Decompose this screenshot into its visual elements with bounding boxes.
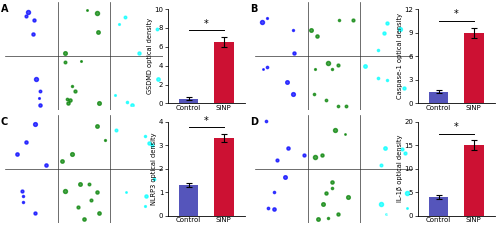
Text: Hoechst: Hoechst xyxy=(271,5,291,11)
Y-axis label: NLRP3 optical density: NLRP3 optical density xyxy=(152,133,158,205)
Text: SiNP: SiNP xyxy=(240,78,245,89)
Y-axis label: Caspase-1 optical density: Caspase-1 optical density xyxy=(397,13,403,99)
Text: Merge: Merge xyxy=(128,5,144,11)
Text: NLRP3: NLRP3 xyxy=(76,118,92,123)
Bar xyxy=(179,99,199,104)
Text: GSDMD: GSDMD xyxy=(74,5,93,11)
Text: Merge: Merge xyxy=(378,118,394,123)
Text: IL-1β: IL-1β xyxy=(328,118,340,123)
Text: *: * xyxy=(204,19,208,29)
Text: Merge: Merge xyxy=(128,118,144,123)
Bar xyxy=(214,42,234,104)
Text: B: B xyxy=(250,4,258,14)
Bar xyxy=(429,197,448,216)
Text: *: * xyxy=(204,116,208,126)
Text: *: * xyxy=(454,122,458,132)
Text: Hoechst: Hoechst xyxy=(21,118,41,123)
Y-axis label: IL-1β optical density: IL-1β optical density xyxy=(397,135,403,202)
Text: C: C xyxy=(0,117,8,127)
Bar xyxy=(429,92,448,104)
Text: Control: Control xyxy=(240,20,245,38)
Text: 25 μm: 25 μm xyxy=(379,100,392,104)
Text: 25 μm: 25 μm xyxy=(129,212,142,216)
Text: Merge: Merge xyxy=(378,5,394,11)
Bar xyxy=(464,33,483,104)
Bar xyxy=(214,138,234,216)
Text: Control: Control xyxy=(240,133,245,151)
Text: 25 μm: 25 μm xyxy=(129,100,142,104)
Bar xyxy=(464,145,483,216)
Text: 25 μm: 25 μm xyxy=(379,212,392,216)
Y-axis label: GSDMD optical density: GSDMD optical density xyxy=(147,18,153,94)
Text: *: * xyxy=(454,9,458,20)
Text: D: D xyxy=(250,117,258,127)
Text: Hoechst: Hoechst xyxy=(271,118,291,123)
Text: Caspase-1: Caspase-1 xyxy=(321,5,346,11)
Text: A: A xyxy=(0,4,8,14)
Text: SiNP: SiNP xyxy=(240,190,245,201)
Bar xyxy=(179,185,199,216)
Text: Hoechst: Hoechst xyxy=(21,5,41,11)
